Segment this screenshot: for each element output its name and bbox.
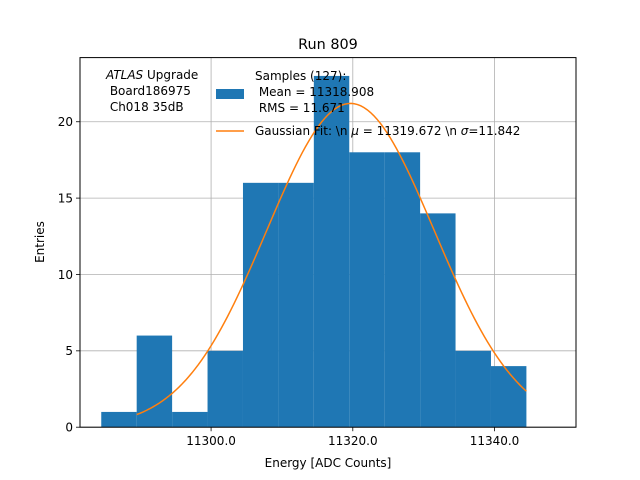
legend-hist-line2: Mean = 11318.908 (255, 85, 374, 99)
legend-fit-label: Gaussian Fit: \n μ = 11319.672 \n σ=11.8… (255, 124, 520, 138)
x-axis-ticks: 11300.0 11320.0 11340.0 (186, 427, 519, 448)
legend-fit-suffix: =11.842 (468, 124, 520, 138)
histogram-bar (278, 182, 314, 428)
histogram-bar (384, 152, 421, 428)
annotation-line1: Upgrade (143, 68, 198, 82)
legend-fit-prefix: Gaussian Fit: \n (255, 124, 351, 138)
histogram-bar (455, 350, 491, 428)
y-tick-label: 0 (65, 421, 73, 435)
atlas-label: ATLAS (105, 68, 144, 82)
legend: Samples (127): Mean = 11318.908 RMS = 11… (216, 69, 520, 138)
y-tick-label: 20 (58, 115, 73, 129)
y-axis-ticks: 0 5 10 15 20 (58, 115, 80, 435)
histogram-bar (101, 411, 137, 428)
chart-title: Run 809 (298, 37, 358, 53)
histogram-bar (172, 411, 208, 428)
histogram-bar (420, 213, 456, 428)
legend-hist-line1: Samples (127): (255, 69, 346, 83)
y-tick-label: 5 (65, 344, 73, 358)
y-tick-label: 10 (58, 268, 73, 282)
x-axis-label: Energy [ADC Counts] (265, 456, 392, 470)
legend-fit-sigma: σ (461, 124, 469, 138)
histogram-bar (349, 152, 385, 428)
annotation-line2: Board186975 (106, 84, 191, 98)
annotation-line3: Ch018 35dB (106, 100, 184, 114)
legend-hist-swatch (216, 89, 244, 99)
legend-hist-line3: RMS = 11.671 (255, 101, 345, 115)
histogram-bar (313, 75, 350, 428)
svg-text:ATLAS Upgrade: ATLAS Upgrade (105, 68, 198, 82)
histogram-bar (242, 182, 279, 428)
gaussian-fit-line (136, 102, 527, 416)
histogram-bar (207, 350, 243, 428)
x-tick-label: 11340.0 (470, 434, 520, 448)
y-axis-label: Entries (33, 221, 47, 263)
x-tick-label: 11300.0 (186, 434, 236, 448)
legend-fit-middle: = 11319.672 \n (359, 124, 461, 138)
histogram-bars (101, 75, 527, 428)
y-tick-label: 15 (58, 191, 73, 205)
histogram-bar (136, 335, 173, 428)
atlas-annotation: ATLAS Upgrade Board186975 Ch018 35dB (105, 68, 198, 114)
x-tick-label: 11320.0 (328, 434, 378, 448)
histogram-bar (490, 366, 527, 428)
plot-frame (79, 57, 577, 428)
legend-fit-mu: μ (350, 124, 359, 138)
